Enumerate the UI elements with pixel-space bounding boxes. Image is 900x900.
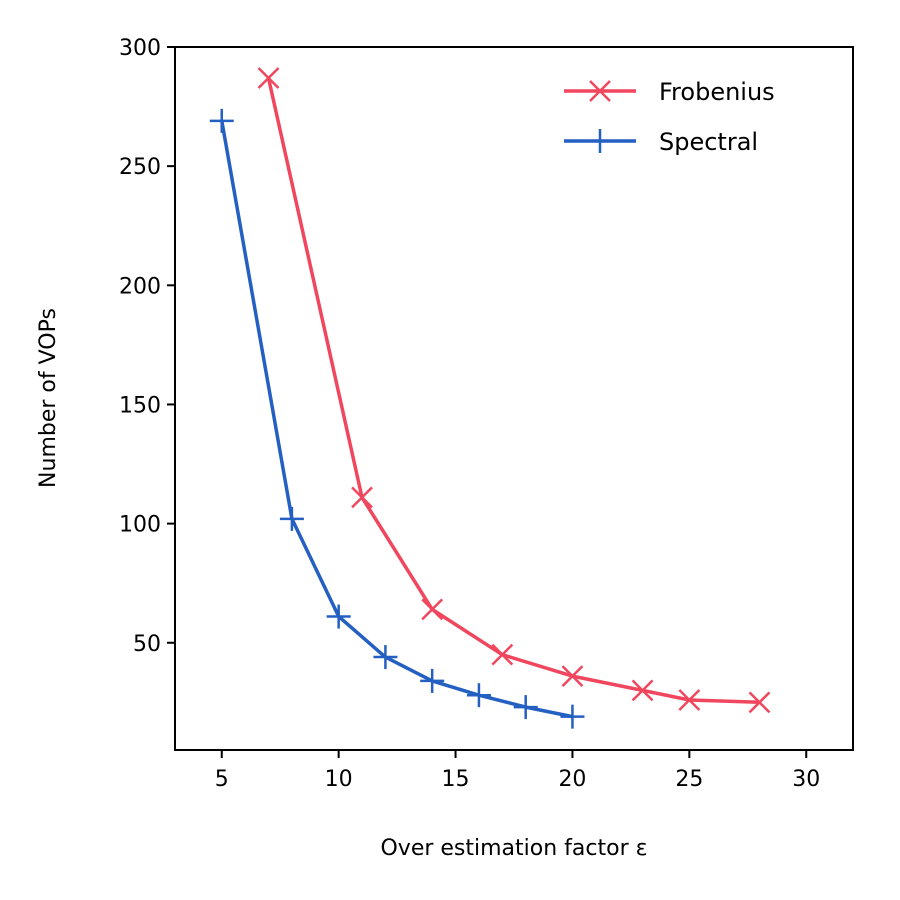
marker-stroke: [748, 691, 771, 714]
x-tick-label: 5: [215, 767, 229, 792]
data-point-spectral: [420, 668, 445, 693]
legend-label: Frobenius: [659, 78, 775, 106]
marker-stroke: [351, 486, 373, 509]
axis-ticks: 5 10 15 20 25 30 50 100 150 200 250 300: [119, 36, 820, 792]
marker-stroke: [561, 665, 584, 688]
legend-item-frobenius: Frobenius: [564, 78, 775, 106]
data-point-frobenius: [678, 689, 701, 711]
marker-stroke: [589, 80, 611, 102]
series-frobenius: [257, 67, 771, 714]
data-point-spectral: [279, 506, 304, 531]
data-point-spectral: [513, 695, 538, 720]
plot-frame: [174, 46, 854, 751]
data-point-frobenius: [257, 67, 280, 89]
data-point-frobenius: [421, 598, 444, 621]
data-point-frobenius: [631, 679, 654, 702]
marker-stroke: [631, 679, 654, 702]
y-tick-label: 50: [133, 632, 161, 657]
y-tick-label: 100: [119, 513, 161, 538]
x-tick-label: 20: [558, 767, 586, 792]
data-point-frobenius: [748, 691, 771, 714]
data-point-frobenius: [491, 643, 514, 666]
y-tick-label: 150: [119, 393, 161, 418]
plus-marker: [588, 129, 612, 153]
x-tick-label: 25: [675, 767, 703, 792]
data-point-frobenius: [351, 486, 373, 509]
x-tick-label: 30: [792, 767, 820, 792]
series-spectral: [209, 108, 585, 729]
series-layer: [209, 67, 771, 729]
y-tick-label: 200: [119, 274, 161, 299]
data-point-frobenius: [561, 665, 584, 688]
marker-stroke: [257, 67, 280, 89]
x-marker: [589, 80, 611, 102]
y-tick-label: 250: [119, 155, 161, 180]
series-line-spectral: [220, 120, 573, 719]
data-point-spectral: [560, 704, 585, 729]
x-tick-label: 10: [325, 767, 353, 792]
marker-stroke: [421, 598, 444, 621]
y-tick-label: 300: [119, 36, 161, 61]
x-tick-label: 15: [442, 767, 470, 792]
legend-label: Spectral: [659, 128, 758, 156]
legend-item-spectral: Spectral: [564, 128, 758, 156]
data-point-spectral: [466, 683, 491, 708]
marker-stroke: [491, 643, 514, 666]
marker-stroke: [678, 689, 701, 711]
y-axis-label: Number of VOPs: [36, 308, 61, 488]
x-axis-label: Over estimation factor ε: [380, 836, 647, 861]
data-point-spectral: [209, 108, 234, 133]
legend: Frobenius Spectral: [564, 78, 775, 156]
data-point-spectral: [373, 645, 398, 670]
series-line-frobenius: [266, 77, 760, 705]
data-point-spectral: [326, 604, 351, 629]
